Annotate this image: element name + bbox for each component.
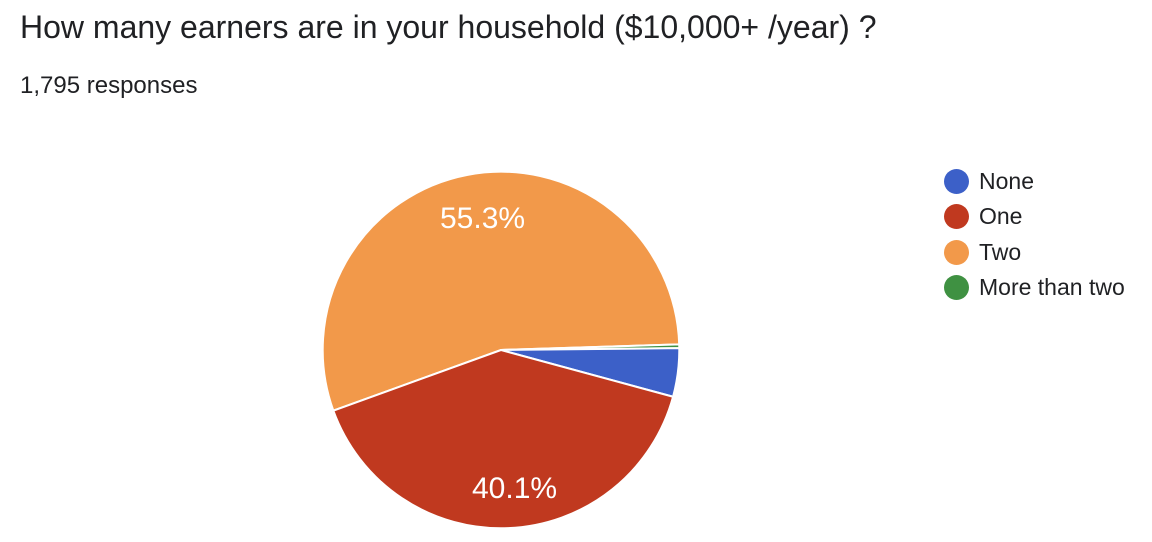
svg-text:40.1%: 40.1% <box>472 472 557 505</box>
svg-text:55.3%: 55.3% <box>440 202 525 235</box>
